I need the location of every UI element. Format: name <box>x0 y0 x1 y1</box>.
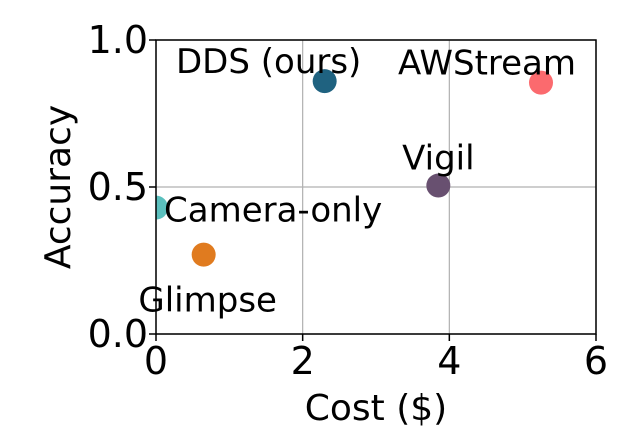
data-point <box>191 242 216 267</box>
point-label: Glimpse <box>138 281 277 321</box>
x-tick-label: 0 <box>144 339 168 383</box>
y-tick-label: 1.0 <box>88 18 148 62</box>
data-point <box>426 173 451 198</box>
y-tick-label: 0.0 <box>88 312 148 356</box>
data-points <box>156 69 553 267</box>
y-axis-ticks: 0.0 0.5 1.0 <box>88 18 156 356</box>
point-label: Vigil <box>402 139 474 179</box>
point-labels: Camera-only Glimpse DDS (ours) Vigil AWStrea… <box>138 42 576 320</box>
data-point <box>312 69 337 94</box>
y-axis-title: Accuracy <box>38 105 79 269</box>
x-tick-label: 2 <box>291 339 315 383</box>
x-axis-ticks: 0 2 4 6 <box>144 334 608 383</box>
point-label: Camera-only <box>164 191 382 231</box>
x-axis-title: Cost ($) <box>305 388 447 429</box>
data-point <box>529 70 553 95</box>
point-label: DDS (ours) <box>176 42 361 82</box>
data-point <box>156 195 168 220</box>
y-tick-label: 0.5 <box>88 165 148 209</box>
point-label: AWStream <box>398 44 576 84</box>
x-tick-label: 6 <box>584 339 608 383</box>
x-tick-label: 4 <box>437 339 461 383</box>
